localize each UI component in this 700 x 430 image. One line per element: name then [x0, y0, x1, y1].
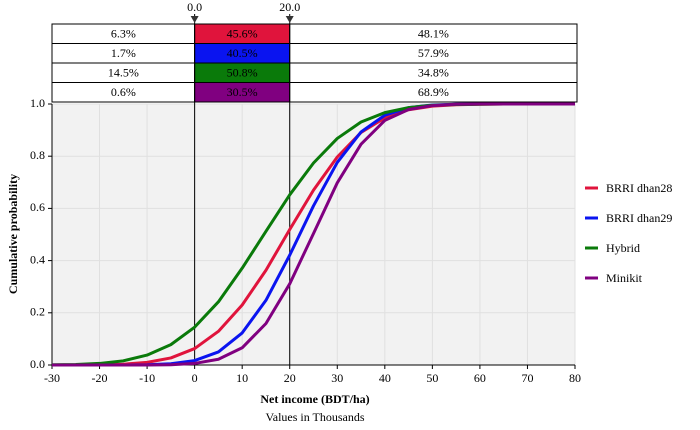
band-label: 34.8%: [418, 66, 449, 80]
delimiter-marker: [285, 16, 294, 23]
legend-label: BRRI dhan28: [606, 181, 672, 195]
band-label: 50.8%: [227, 66, 258, 80]
legend-label: BRRI dhan29: [606, 211, 672, 225]
x-axis-label: Net income (BDT/ha): [260, 392, 369, 406]
x-tick-label: 40: [379, 371, 391, 385]
x-tick-label: 50: [426, 371, 438, 385]
legend-label: Hybrid: [606, 241, 640, 255]
legend-label: Minikit: [606, 271, 643, 285]
x-tick-label: 0: [192, 371, 198, 385]
x-tick-label: 80: [569, 371, 581, 385]
y-axis-label: Cumulative probability: [6, 174, 20, 294]
band-label: 57.9%: [418, 46, 449, 60]
delimiter-label: 20.0: [279, 0, 300, 14]
band-label: 0.6%: [111, 85, 136, 99]
y-tick-label: 1.0: [30, 96, 45, 110]
band-label: 30.5%: [227, 85, 258, 99]
x-tick-label: -20: [92, 371, 108, 385]
band-label: 40.5%: [227, 46, 258, 60]
x-tick-label: 20: [284, 371, 296, 385]
x-tick-label: 30: [331, 371, 343, 385]
band-label: 14.5%: [108, 66, 139, 80]
delimiter-label: 0.0: [187, 0, 202, 14]
x-tick-label: -30: [44, 371, 60, 385]
x-tick-label: 60: [474, 371, 486, 385]
y-tick-label: 0.8: [30, 148, 45, 162]
band-label: 68.9%: [418, 85, 449, 99]
cdf-line: [52, 102, 575, 367]
y-tick-label: 0.2: [30, 305, 45, 319]
x-tick-label: 10: [236, 371, 248, 385]
x-tick-label: -10: [139, 371, 155, 385]
y-tick-label: 0.4: [30, 252, 45, 266]
band-label: 1.7%: [111, 46, 136, 60]
delimiter-marker: [190, 16, 199, 23]
band-label: 6.3%: [111, 27, 136, 41]
x-tick-label: 70: [521, 371, 533, 385]
band-label: 48.1%: [418, 27, 449, 41]
x-axis-sublabel: Values in Thousands: [265, 410, 364, 424]
y-tick-label: 0.6: [30, 200, 45, 214]
y-tick-label: 0.0: [30, 357, 45, 371]
band-label: 45.6%: [227, 27, 258, 41]
